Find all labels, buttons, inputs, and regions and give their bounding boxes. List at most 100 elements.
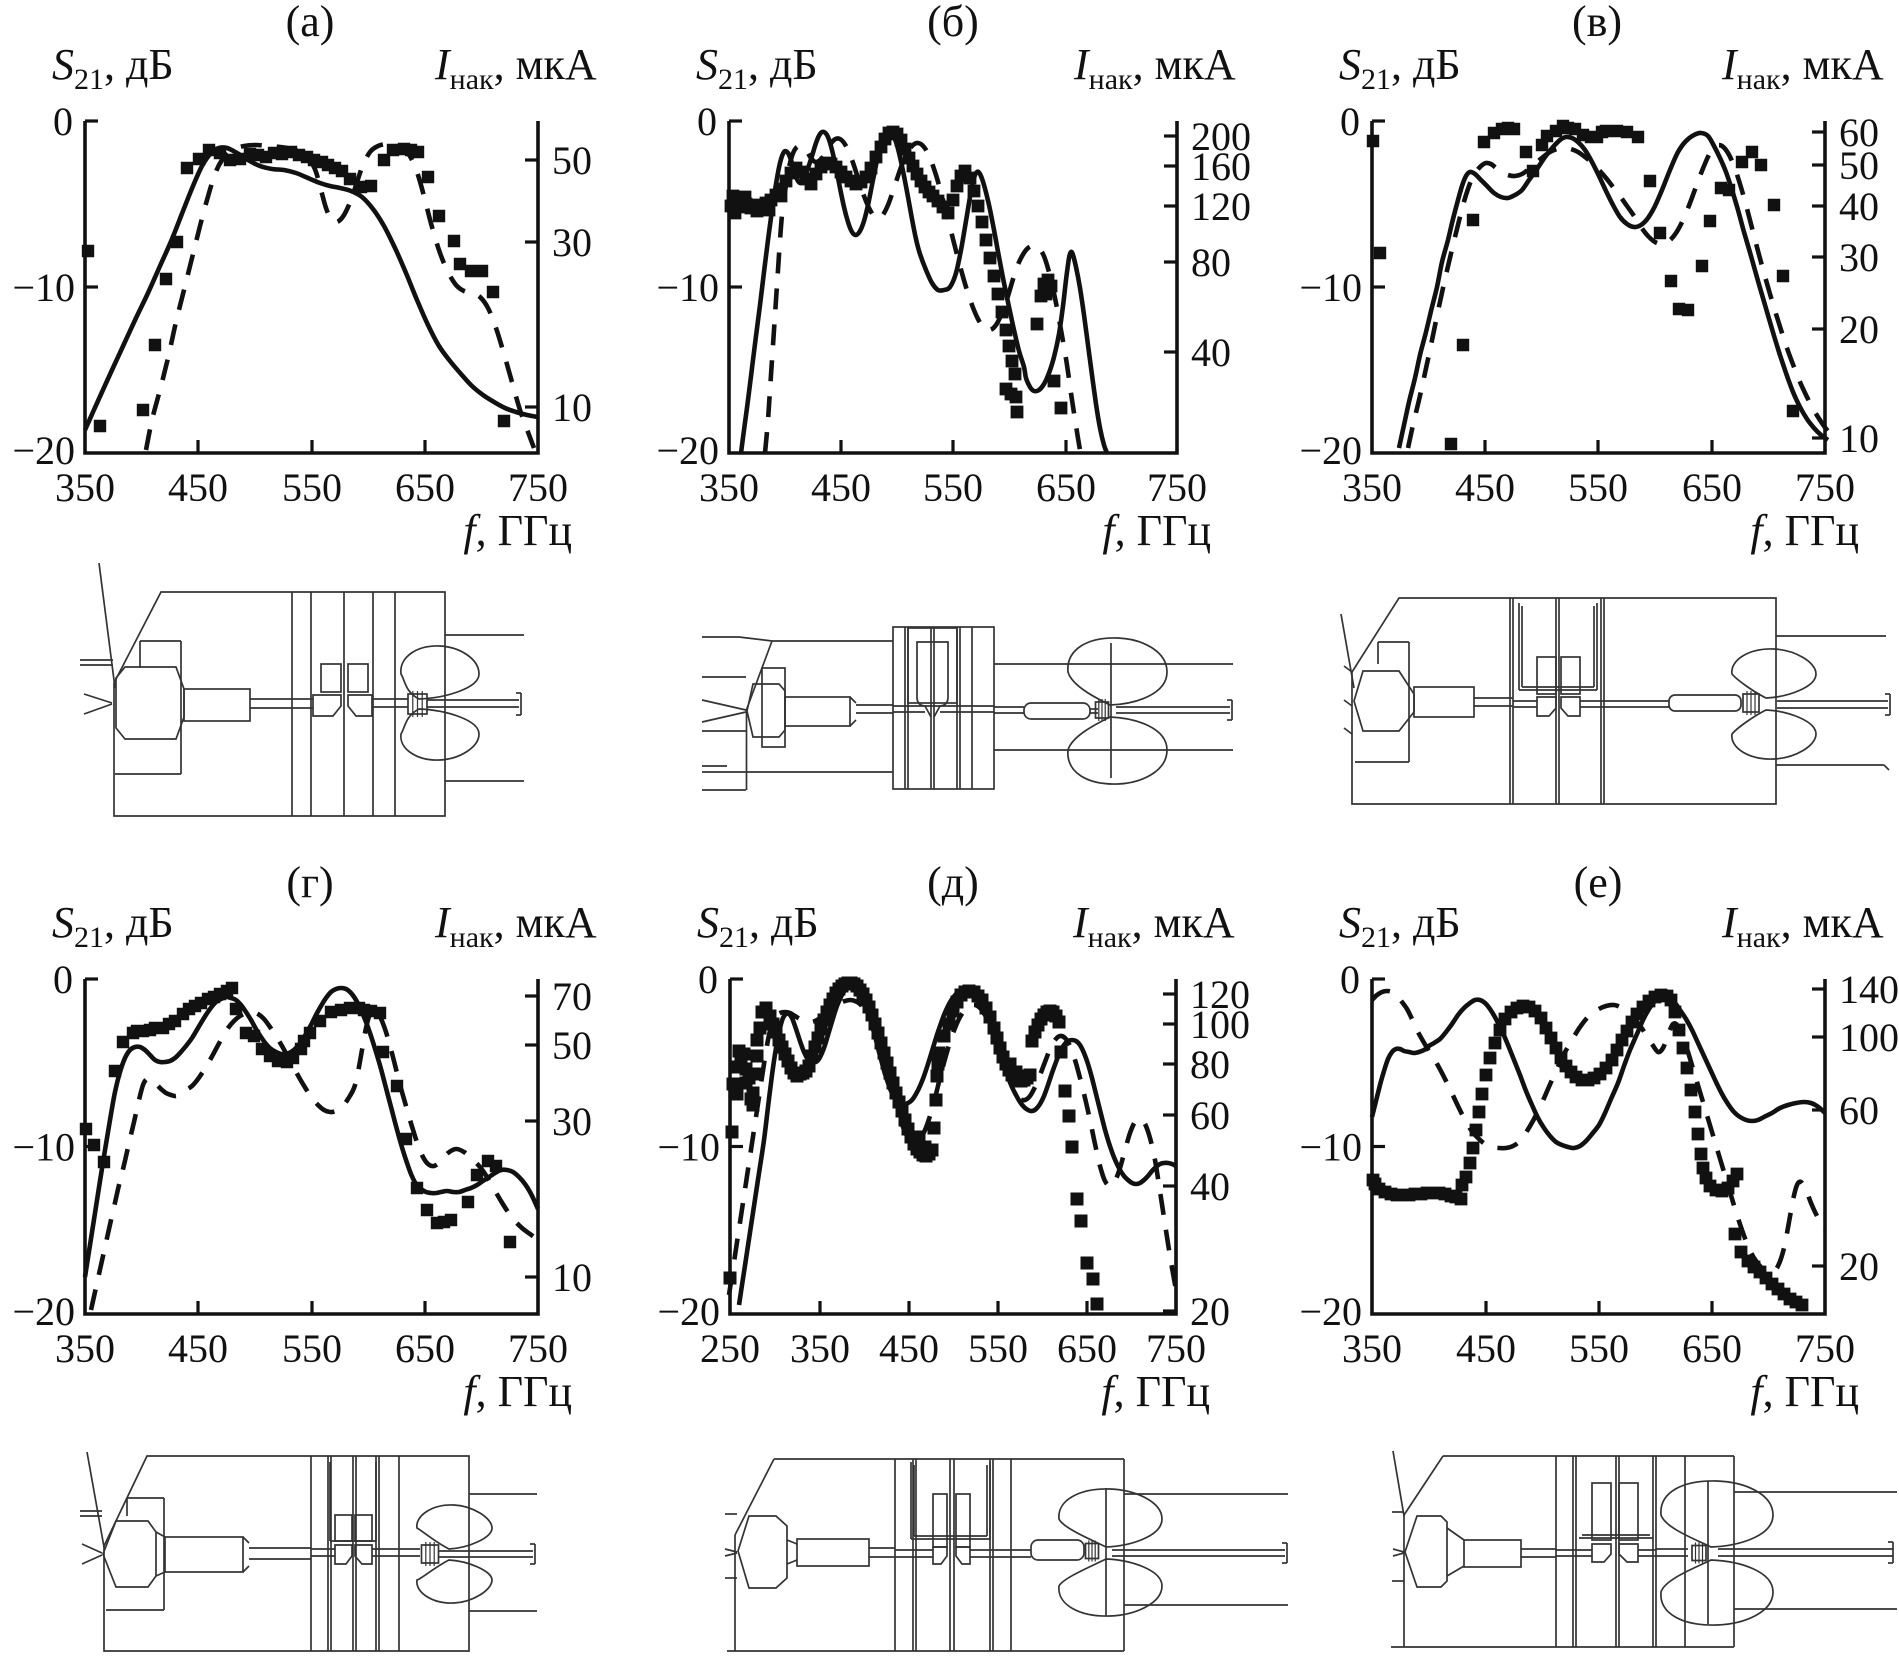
svg-text:750: 750 — [508, 1326, 568, 1371]
svg-text:60: 60 — [1839, 110, 1879, 155]
svg-text:450: 450 — [879, 1326, 939, 1371]
svg-text:20: 20 — [1839, 1244, 1879, 1289]
svg-text:10: 10 — [552, 385, 592, 430]
svg-text:20: 20 — [1190, 1289, 1230, 1334]
svg-text:40: 40 — [1839, 184, 1879, 229]
svg-text:40: 40 — [1190, 1164, 1230, 1209]
svg-text:350: 350 — [55, 1326, 115, 1371]
svg-text:20: 20 — [1839, 307, 1879, 352]
svg-text:50: 50 — [1839, 143, 1879, 188]
svg-text:−10: −10 — [657, 1125, 720, 1170]
svg-text:200: 200 — [1191, 114, 1251, 159]
svg-text:450: 450 — [811, 465, 871, 510]
svg-text:350: 350 — [790, 1326, 850, 1371]
svg-text:(а): (а) — [286, 0, 335, 46]
svg-text:650: 650 — [1057, 1326, 1117, 1371]
svg-text:50: 50 — [552, 138, 592, 183]
svg-text:−10: −10 — [1299, 1125, 1362, 1170]
svg-text:450: 450 — [168, 1326, 228, 1371]
svg-text:80: 80 — [1190, 1042, 1230, 1087]
svg-text:S21, дБ: S21, дБ — [52, 40, 174, 96]
svg-text:750: 750 — [1795, 465, 1855, 510]
svg-text:350: 350 — [1342, 465, 1402, 510]
svg-text:Iнак, мкА: Iнак, мкА — [1072, 898, 1235, 954]
svg-text:−10: −10 — [656, 265, 719, 310]
svg-text:f, ГГц: f, ГГц — [1750, 506, 1859, 555]
svg-text:750: 750 — [1795, 1326, 1855, 1371]
svg-text:250: 250 — [700, 1326, 760, 1371]
svg-text:30: 30 — [552, 1099, 592, 1144]
svg-text:−20: −20 — [657, 1289, 720, 1334]
svg-text:0: 0 — [53, 99, 73, 144]
svg-text:(г): (г) — [286, 858, 333, 907]
svg-text:−20: −20 — [12, 1289, 75, 1334]
svg-text:(е): (е) — [1574, 858, 1623, 907]
svg-text:(д): (д) — [927, 858, 979, 907]
svg-text:0: 0 — [697, 99, 717, 144]
svg-text:−20: −20 — [12, 428, 75, 473]
svg-text:f, ГГц: f, ГГц — [463, 506, 572, 555]
svg-text:650: 650 — [1682, 465, 1742, 510]
svg-text:70: 70 — [552, 974, 592, 1019]
svg-text:−10: −10 — [12, 1125, 75, 1170]
svg-text:Iнак, мкА: Iнак, мкА — [1073, 40, 1236, 96]
svg-text:100: 100 — [1190, 1002, 1250, 1047]
svg-text:550: 550 — [1569, 1326, 1629, 1371]
svg-text:120: 120 — [1190, 972, 1250, 1017]
svg-text:S21, дБ: S21, дБ — [1339, 40, 1461, 96]
svg-text:160: 160 — [1191, 144, 1251, 189]
svg-text:750: 750 — [1147, 465, 1207, 510]
svg-text:650: 650 — [395, 465, 455, 510]
svg-text:650: 650 — [395, 1326, 455, 1371]
svg-text:S21, дБ: S21, дБ — [696, 40, 818, 96]
svg-text:750: 750 — [1146, 1326, 1206, 1371]
svg-text:−20: −20 — [1299, 1289, 1362, 1334]
svg-text:450: 450 — [168, 465, 228, 510]
svg-text:f, ГГц: f, ГГц — [1102, 506, 1211, 555]
svg-text:Iнак, мкА: Iнак, мкА — [434, 40, 597, 96]
svg-text:−20: −20 — [1299, 428, 1362, 473]
svg-text:60: 60 — [1839, 1088, 1879, 1133]
svg-text:80: 80 — [1191, 240, 1231, 285]
svg-text:140: 140 — [1839, 967, 1899, 1012]
svg-text:0: 0 — [1340, 99, 1360, 144]
svg-text:(в): (в) — [1572, 0, 1622, 46]
svg-text:10: 10 — [552, 1255, 592, 1300]
svg-text:450: 450 — [1455, 465, 1515, 510]
svg-text:650: 650 — [1036, 465, 1096, 510]
svg-text:350: 350 — [55, 465, 115, 510]
svg-text:(б): (б) — [927, 0, 979, 46]
svg-text:120: 120 — [1191, 184, 1251, 229]
svg-text:30: 30 — [1839, 235, 1879, 280]
svg-text:10: 10 — [1839, 416, 1879, 461]
svg-text:0: 0 — [698, 957, 718, 1002]
svg-text:−20: −20 — [656, 428, 719, 473]
svg-text:S21, дБ: S21, дБ — [1339, 898, 1461, 954]
svg-text:550: 550 — [282, 1326, 342, 1371]
svg-text:f, ГГц: f, ГГц — [1750, 1367, 1859, 1416]
svg-text:550: 550 — [923, 465, 983, 510]
svg-text:Iнак, мкА: Iнак, мкА — [1721, 898, 1884, 954]
svg-text:0: 0 — [1340, 957, 1360, 1002]
svg-text:60: 60 — [1190, 1093, 1230, 1138]
svg-text:100: 100 — [1839, 1015, 1899, 1060]
svg-text:550: 550 — [968, 1326, 1028, 1371]
svg-text:350: 350 — [1342, 1326, 1402, 1371]
svg-text:−10: −10 — [1299, 265, 1362, 310]
svg-text:50: 50 — [552, 1023, 592, 1068]
svg-text:650: 650 — [1682, 1326, 1742, 1371]
svg-text:550: 550 — [282, 465, 342, 510]
svg-text:S21, дБ: S21, дБ — [697, 898, 819, 954]
svg-text:550: 550 — [1568, 465, 1628, 510]
svg-text:40: 40 — [1191, 330, 1231, 375]
svg-text:Iнак, мкА: Iнак, мкА — [1721, 40, 1884, 96]
svg-text:S21, дБ: S21, дБ — [52, 898, 174, 954]
svg-text:450: 450 — [1456, 1326, 1516, 1371]
svg-text:Iнак, мкА: Iнак, мкА — [434, 898, 597, 954]
svg-text:−10: −10 — [12, 265, 75, 310]
svg-text:0: 0 — [53, 957, 73, 1002]
svg-text:350: 350 — [699, 465, 759, 510]
svg-text:f, ГГц: f, ГГц — [1101, 1367, 1210, 1416]
svg-text:30: 30 — [552, 220, 592, 265]
svg-text:750: 750 — [508, 465, 568, 510]
